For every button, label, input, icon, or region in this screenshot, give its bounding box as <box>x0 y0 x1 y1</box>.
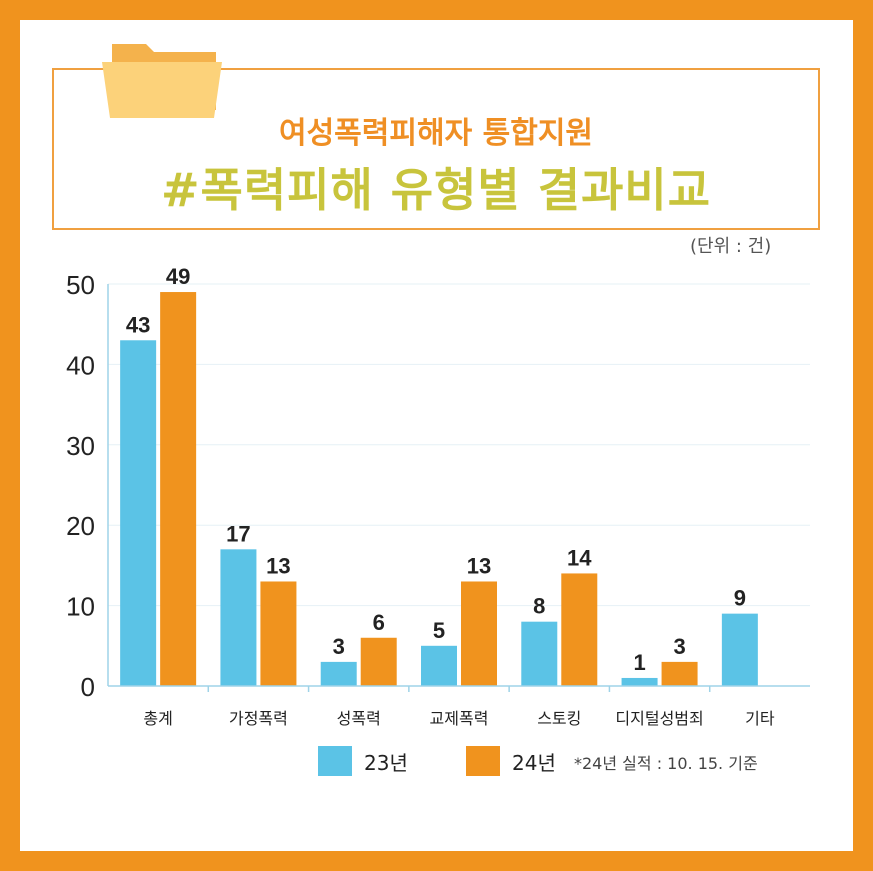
bar-23 <box>621 677 658 686</box>
bar-24 <box>260 581 297 686</box>
unit-label: (단위 : 건) <box>690 236 772 257</box>
data-label: 9 <box>734 586 746 611</box>
bar-24 <box>461 581 497 686</box>
y-tick-label: 10 <box>66 592 95 622</box>
data-label: 6 <box>373 610 385 635</box>
data-label: 1 <box>633 650 645 675</box>
legend-item-24: 24년 <box>466 746 556 776</box>
legend-swatch-24 <box>466 746 500 776</box>
bar-24 <box>160 292 197 686</box>
y-tick-label: 50 <box>66 270 95 300</box>
x-tick-label: 성폭력 <box>337 709 381 728</box>
x-tick-label: 총계 <box>143 709 172 728</box>
data-label: 13 <box>467 553 491 578</box>
data-label: 3 <box>333 634 345 659</box>
data-label: 14 <box>567 545 592 570</box>
bar-24 <box>561 573 598 686</box>
footnote: *24년 실적 : 10. 15. 기준 <box>574 754 758 773</box>
data-label: 3 <box>673 634 685 659</box>
data-label: 13 <box>266 553 290 578</box>
data-label: 43 <box>126 312 150 337</box>
x-tick-label: 디지털성범죄 <box>615 709 703 728</box>
data-label: 5 <box>433 618 445 643</box>
x-tick-label: 가정폭력 <box>229 709 288 728</box>
folder-icon <box>102 44 222 118</box>
x-tick-label: 스토킹 <box>537 709 581 728</box>
header-box: 여성폭력피해자 통합지원 #폭력피해 유형별 결과비교 <box>52 44 820 230</box>
bar-24 <box>360 637 397 686</box>
y-tick-label: 20 <box>66 511 95 541</box>
x-tick-label: 교제폭력 <box>430 709 489 728</box>
page-title: #폭력피해 유형별 결과비교 <box>160 163 712 217</box>
bar-23 <box>320 661 357 686</box>
y-tick-label: 0 <box>81 672 95 702</box>
bar-24 <box>661 661 698 686</box>
bar-23 <box>120 340 157 686</box>
bar-23 <box>220 549 257 686</box>
bar-23 <box>421 645 457 686</box>
data-label: 49 <box>166 264 190 289</box>
legend-label-23: 23년 <box>364 750 408 775</box>
legend-item-23: 23년 <box>318 746 408 776</box>
legend-label-24: 24년 <box>512 750 556 775</box>
subtitle: 여성폭력피해자 통합지원 <box>278 116 594 151</box>
bar-23 <box>721 613 758 686</box>
data-label: 8 <box>533 594 545 619</box>
y-tick-label: 40 <box>66 350 95 380</box>
bar-chart: 010203040504349총계1713가정폭력36성폭력513교제폭력814… <box>66 264 810 728</box>
infographic-card <box>20 20 853 851</box>
bar-23 <box>521 621 558 686</box>
x-tick-label: 기타 <box>745 709 775 728</box>
data-label: 17 <box>226 521 250 546</box>
y-tick-label: 30 <box>66 431 95 461</box>
legend-swatch-23 <box>318 746 352 776</box>
